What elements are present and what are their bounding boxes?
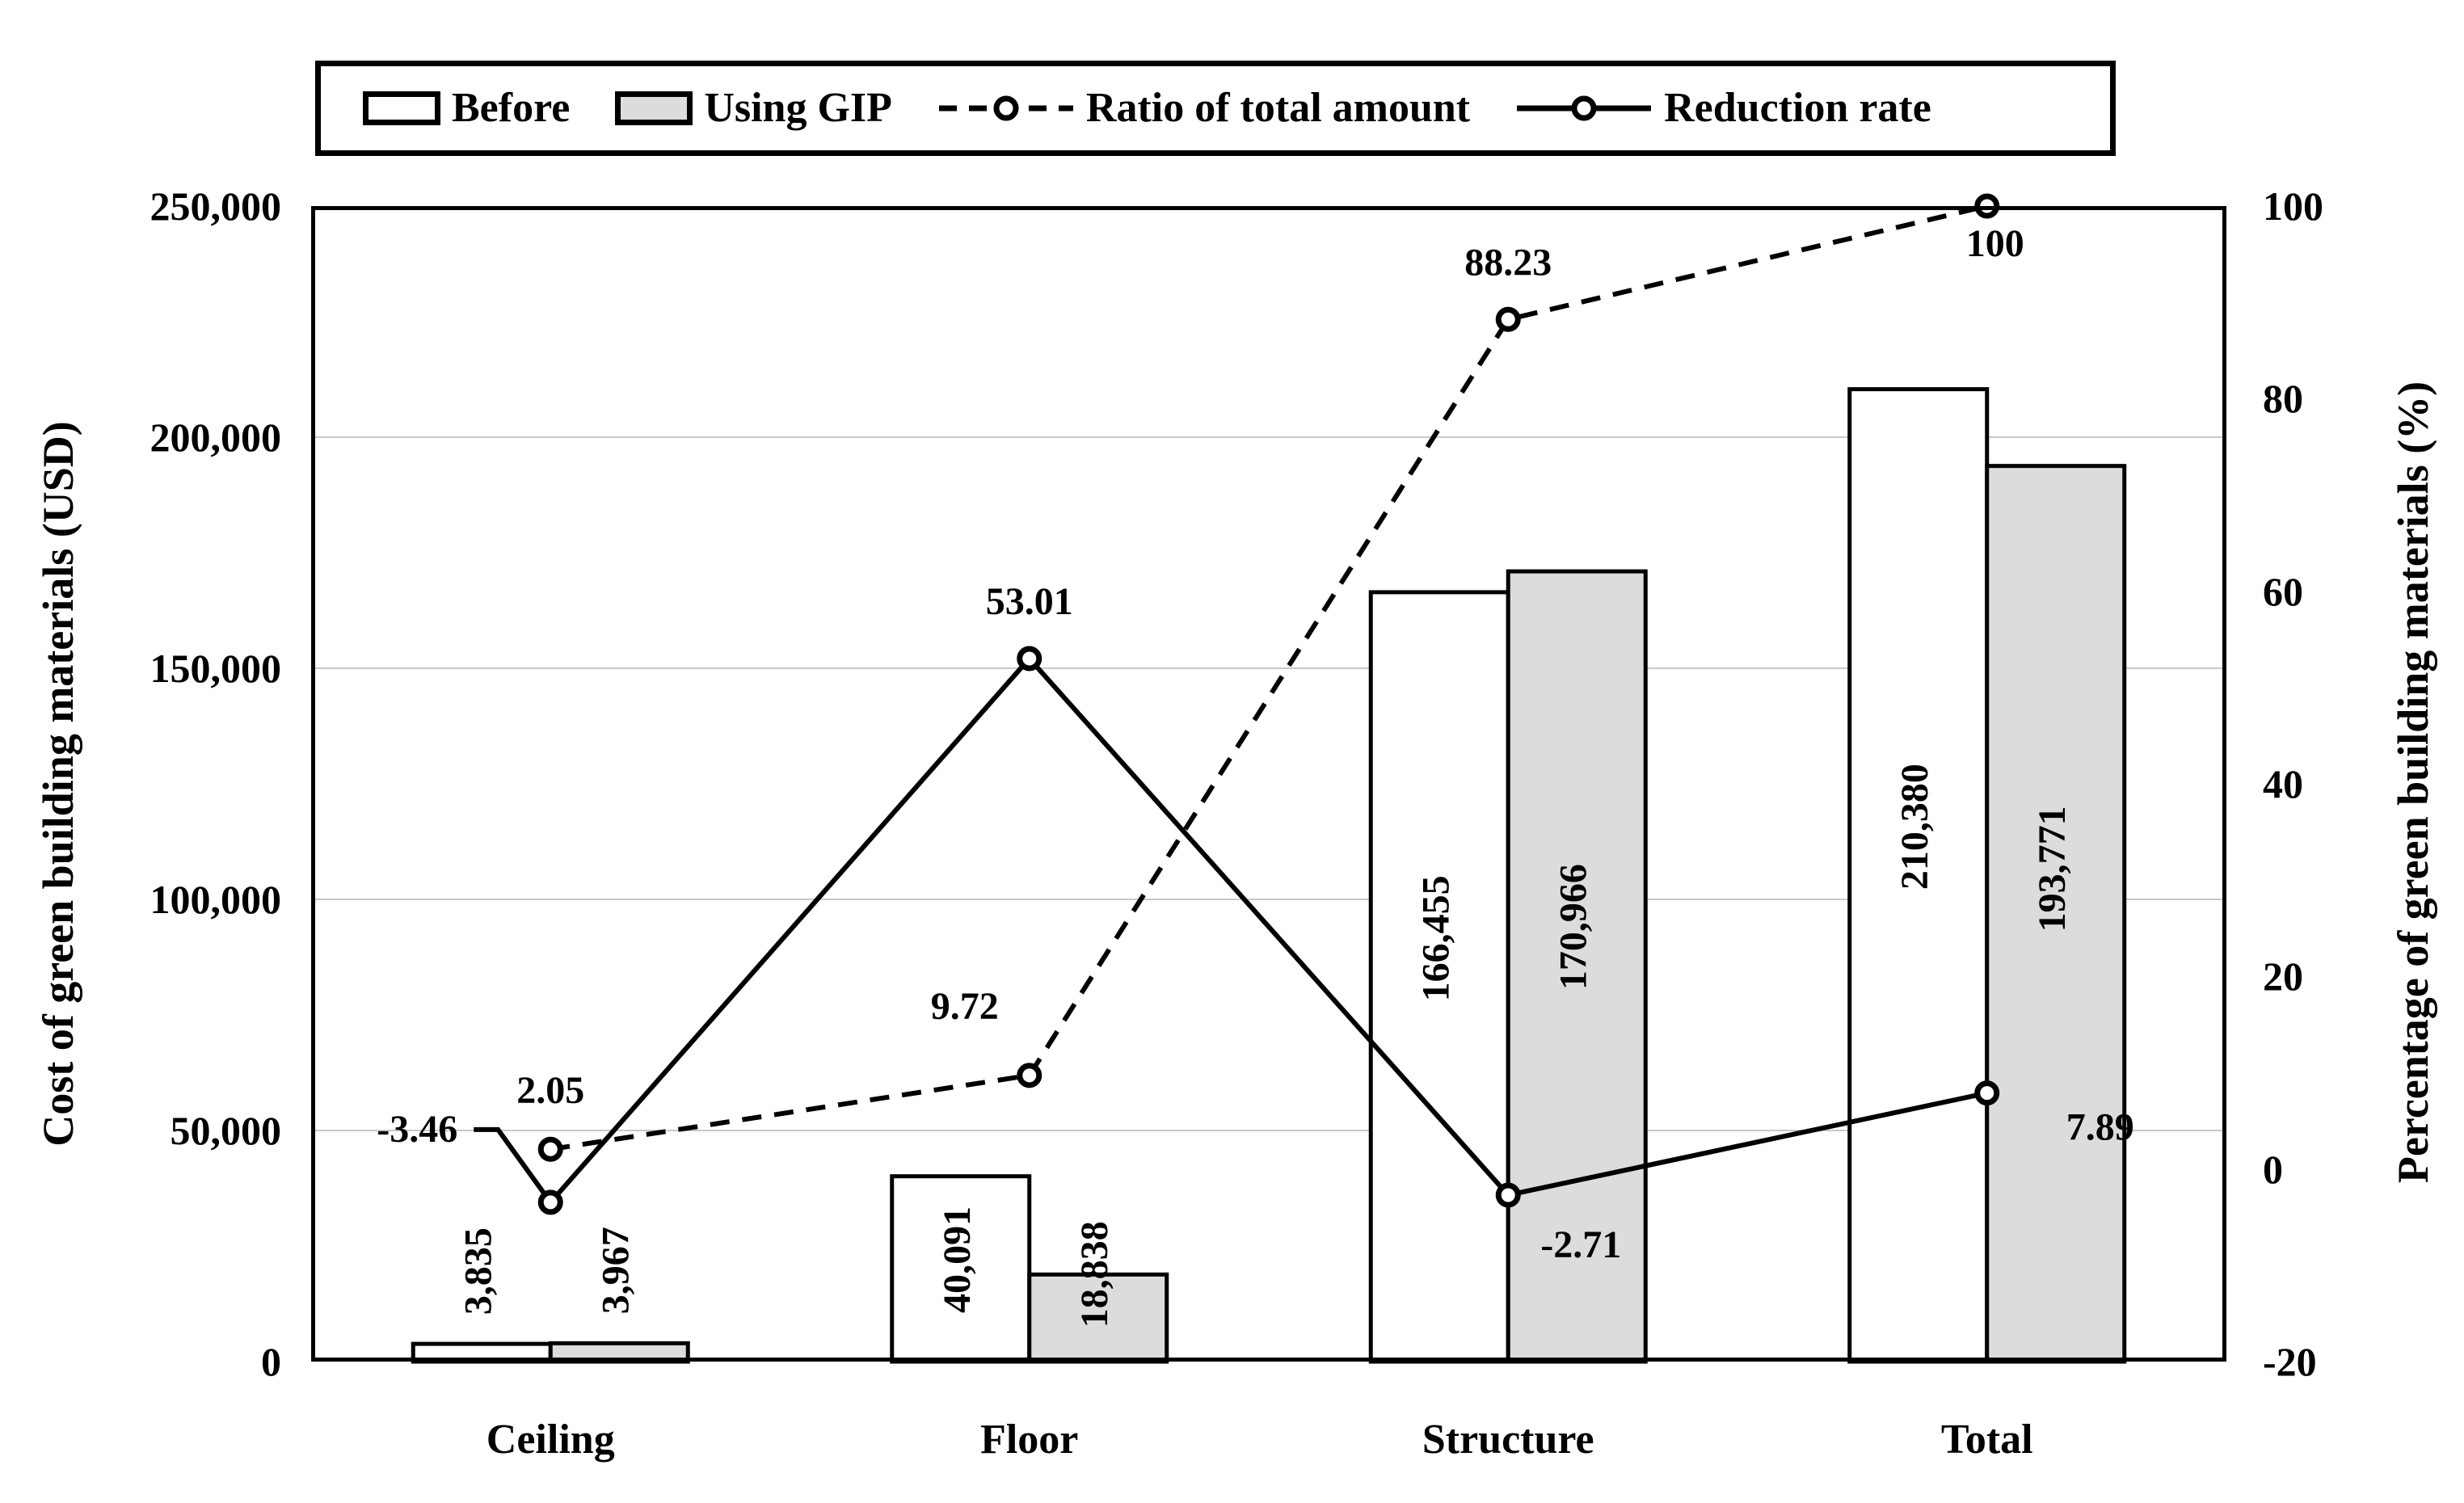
data-point-label: 2.05: [516, 1069, 584, 1112]
y-axis-title-right: Percentage of green building materials (…: [2389, 381, 2437, 1184]
data-point-marker: [537, 1136, 563, 1162]
plot-border: [311, 206, 2226, 1362]
x-axis-category-label: Floor: [980, 1417, 1079, 1463]
y-axis-tick-right: 0: [2263, 1146, 2283, 1192]
legend-item-reduction: Reduction rate: [1515, 87, 1931, 129]
legend: Before Using GIP Ratio of total amount R…: [315, 61, 2116, 156]
legend-swatch-using-gip: [615, 91, 693, 125]
bar-value-label: 3,835: [457, 1227, 499, 1315]
x-axis-category-label: Structure: [1422, 1417, 1594, 1463]
data-point-label: -2.71: [1540, 1223, 1621, 1266]
bar-using-gip-total: [1985, 464, 2127, 1364]
x-axis-category-label: Total: [1940, 1417, 2033, 1463]
y-axis-tick-right: 40: [2263, 761, 2303, 806]
legend-label-reduction: Reduction rate: [1664, 85, 1931, 131]
y-axis-tick-right: 60: [2263, 568, 2303, 614]
data-point-marker: [1495, 1182, 1521, 1208]
legend-item-using-gip: Using GIP: [615, 87, 892, 129]
y-axis-tick-right: -20: [2263, 1339, 2317, 1384]
ratio-line: [550, 204, 1988, 1152]
data-point-marker: [1974, 1080, 2000, 1106]
data-point-label: 53.01: [986, 580, 1073, 623]
dashed-line-marker-icon: [938, 95, 1073, 121]
data-point-marker: [1017, 646, 1042, 672]
data-point-label: 100: [1966, 222, 2024, 265]
reduction-line: [548, 655, 1988, 1204]
data-point-label: 7.89: [2066, 1106, 2134, 1149]
bar-value-label: 193,771: [2031, 806, 2074, 932]
legend-label-before: Before: [452, 85, 571, 131]
data-point-label: 88.23: [1464, 241, 1552, 284]
bar-using-gip-structure: [1506, 569, 1648, 1364]
x-axis-category-label: Ceiling: [486, 1417, 615, 1463]
bar-using-gip-floor: [1027, 1272, 1169, 1364]
legend-item-before: Before: [363, 87, 570, 129]
y-axis-tick-right: 100: [2263, 183, 2323, 229]
y-axis-tick-left: 200,000: [150, 415, 282, 460]
bar-before-structure: [1368, 590, 1510, 1364]
legend-label-ratio: Ratio of total amount: [1085, 85, 1471, 131]
y-axis-tick-left: 250,000: [150, 183, 282, 229]
y-axis-tick-left: 100,000: [150, 877, 282, 922]
bar-before-total: [1847, 387, 1990, 1364]
bar-value-label: 18,838: [1073, 1221, 1116, 1328]
data-point-label: 9.72: [931, 985, 999, 1028]
data-point-marker: [1017, 1063, 1042, 1088]
bar-value-label: 166,455: [1414, 875, 1457, 1001]
data-point-label: -3.46: [377, 1108, 457, 1151]
legend-swatch-before: [363, 91, 440, 125]
solid-line-marker-icon: [1517, 95, 1652, 121]
y-axis-title-left: Cost of green building materials (USD): [34, 421, 82, 1147]
bar-value-label: 40,091: [936, 1206, 979, 1313]
y-axis-tick-left: 150,000: [150, 646, 282, 691]
bar-before-floor: [890, 1174, 1032, 1364]
data-point-marker: [1495, 306, 1521, 332]
y-axis-tick-left: 0: [261, 1339, 281, 1384]
bar-value-label: 170,966: [1552, 864, 1594, 990]
bar-value-label: 210,380: [1893, 764, 1936, 890]
reduction-rate-leader-line: [474, 1126, 553, 1204]
data-point-marker: [537, 1189, 563, 1215]
plot-area: 3,835 40,091 166,455 210,380 3,967 18,838 170,…: [311, 193, 2226, 1364]
bar-value-label: 3,967: [594, 1227, 637, 1314]
y-axis-tick-left: 50,000: [170, 1108, 282, 1153]
legend-item-ratio: Ratio of total amount: [937, 87, 1470, 129]
y-axis-tick-right: 80: [2263, 376, 2303, 422]
y-axis-tick-right: 20: [2263, 954, 2303, 1000]
legend-label-using-gip: Using GIP: [704, 85, 892, 131]
